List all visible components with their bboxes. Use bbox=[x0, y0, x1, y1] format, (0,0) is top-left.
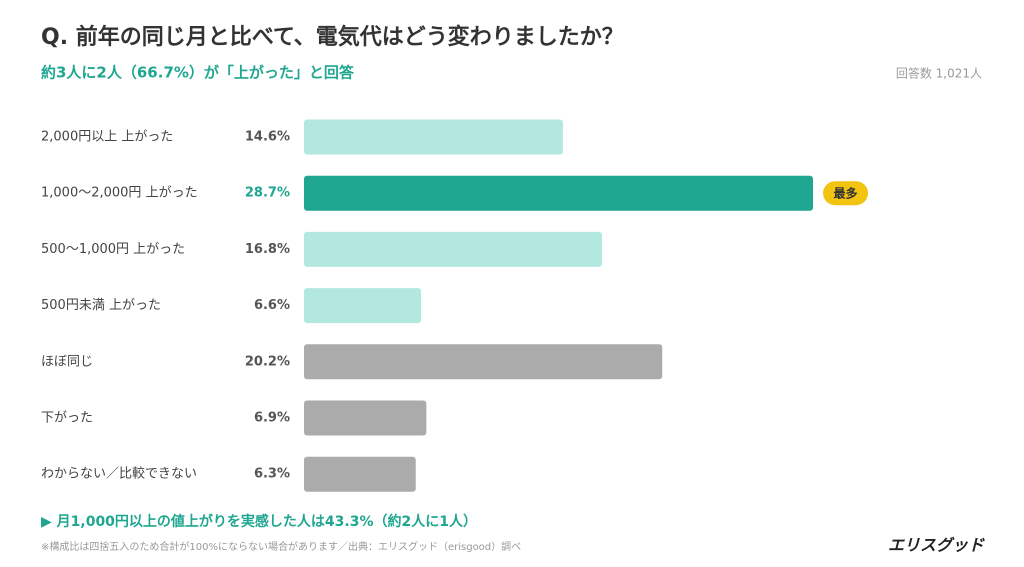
respondents: 回答数 1,021人 bbox=[896, 66, 982, 81]
highlight-label: 最多 bbox=[833, 186, 857, 201]
footnote: ※構成比は四捨五入のため合計が100%にならない場合があります／出典：エリスグッ… bbox=[41, 540, 521, 553]
bar bbox=[304, 400, 427, 436]
note: ▶ 月1,000円以上の値上がりを実感した人は43.3%（約2人に1人） bbox=[41, 513, 477, 530]
category-label: ほぼ同じ bbox=[41, 354, 93, 369]
bar bbox=[304, 231, 602, 267]
category-label: 下がった bbox=[41, 411, 93, 426]
chart-subtitle: 約3人に2人（66.7%）が「上がった」と回答 bbox=[41, 64, 355, 82]
bar bbox=[304, 119, 563, 155]
category-label: 500〜1,000円 上がった bbox=[41, 242, 185, 257]
value-label: 28.7% bbox=[245, 186, 290, 201]
value-label: 6.9% bbox=[254, 411, 290, 426]
bar bbox=[304, 175, 813, 211]
bar bbox=[304, 456, 416, 492]
category-label: 1,000〜2,000円 上がった bbox=[41, 186, 198, 201]
value-label: 20.2% bbox=[245, 354, 290, 369]
chart-title: Q. 前年の同じ月と比べて、電気代はどう変わりましたか？ bbox=[41, 24, 624, 50]
category-label: 500円未満 上がった bbox=[41, 298, 161, 313]
category-label: わからない／比較できない bbox=[41, 467, 197, 482]
bar bbox=[304, 344, 663, 380]
highlight-badge bbox=[823, 181, 868, 206]
value-label: 6.6% bbox=[254, 298, 290, 313]
value-label: 14.6% bbox=[245, 130, 290, 145]
brand-logo: エリスグッド bbox=[888, 536, 985, 555]
value-label: 16.8% bbox=[245, 242, 290, 257]
category-label: 2,000円以上 上がった bbox=[41, 130, 173, 145]
value-label: 6.3% bbox=[254, 467, 290, 482]
bar bbox=[304, 288, 422, 324]
